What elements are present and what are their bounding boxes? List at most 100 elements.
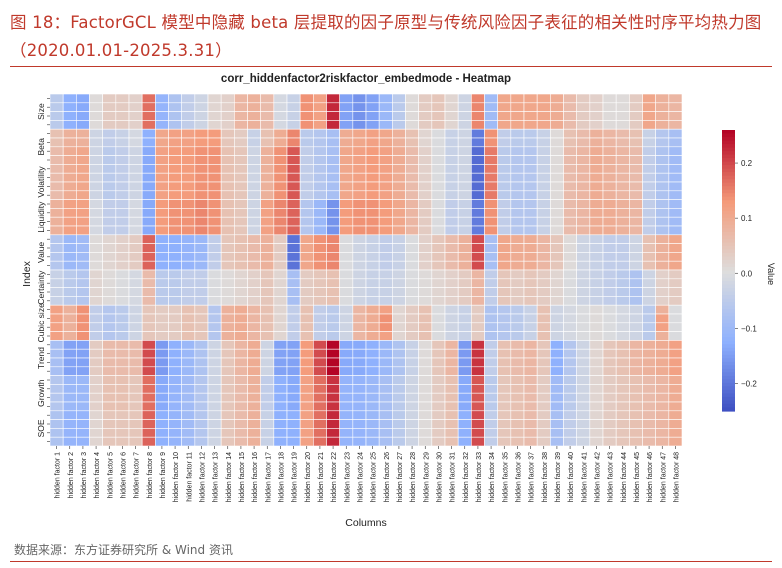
heatmap-cell (668, 252, 683, 262)
heatmap-cell (471, 269, 485, 280)
y-tick-label: Liquidity (36, 201, 46, 233)
heatmap-cell (668, 155, 683, 165)
heatmap-cell (168, 181, 182, 192)
heatmap-cell (523, 243, 538, 253)
heatmap-cell (471, 366, 485, 376)
heatmap-cell (497, 146, 512, 156)
heatmap-cell (405, 419, 419, 429)
heatmap-cell (62, 375, 77, 385)
heatmap-cell (62, 155, 77, 165)
heatmap-cell (405, 199, 419, 209)
heatmap-cell (352, 348, 367, 359)
heatmap-cell (536, 172, 551, 183)
heatmap-cell (484, 401, 498, 412)
heatmap-cell (220, 313, 235, 324)
heatmap-cell (523, 208, 538, 218)
heatmap-cell (510, 410, 525, 420)
heatmap-cell (115, 120, 130, 130)
heatmap-cell (615, 401, 630, 412)
heatmap-cell (313, 375, 327, 385)
heatmap-cell (62, 225, 77, 236)
heatmap-cell (155, 137, 169, 148)
heatmap-cell (141, 340, 156, 350)
heatmap-cell (563, 146, 577, 156)
heatmap-cell (602, 190, 617, 200)
heatmap-cell (550, 155, 564, 165)
heatmap-cell (365, 304, 380, 315)
colorbar-segment (722, 305, 735, 310)
heatmap-cell (668, 260, 683, 271)
heatmap-cell (220, 199, 235, 209)
heatmap-cell (576, 120, 591, 130)
heatmap-cell (128, 287, 143, 297)
heatmap-cell (484, 155, 498, 165)
colorbar-segment (722, 165, 735, 170)
heatmap-cell (378, 252, 393, 262)
colorbar-segment (722, 351, 735, 356)
heatmap-cell (207, 137, 222, 148)
heatmap-cell (405, 102, 419, 112)
heatmap-cell (550, 199, 564, 209)
heatmap-cell (589, 340, 604, 350)
heatmap-cell (155, 384, 169, 394)
heatmap-cell (510, 111, 525, 121)
heatmap-cell (668, 331, 683, 341)
heatmap-cell (339, 392, 354, 403)
heatmap-cell (365, 120, 380, 130)
heatmap-cell (431, 243, 446, 253)
heatmap-cell (510, 287, 525, 297)
heatmap-cell (405, 348, 419, 359)
heatmap-cell (89, 120, 103, 130)
heatmap-cell (444, 428, 459, 438)
heatmap-cell (273, 216, 288, 227)
heatmap-cell (536, 181, 551, 192)
y-tick-label: Size (36, 103, 46, 120)
heatmap-cell (352, 252, 367, 262)
heatmap-cell (234, 392, 248, 403)
heatmap-cell (471, 419, 485, 429)
heatmap-cell (76, 111, 90, 121)
heatmap-cell (128, 243, 143, 253)
heatmap-cell (286, 243, 301, 253)
heatmap-cell (497, 260, 512, 271)
heatmap-cell (181, 366, 196, 376)
heatmap-cell (128, 164, 143, 174)
heatmap-cell (62, 93, 77, 104)
heatmap-cell (234, 278, 248, 288)
heatmap-cell (365, 278, 380, 288)
heatmap-cell (181, 252, 196, 262)
heatmap-cell (141, 348, 156, 359)
heatmap-cell (313, 436, 327, 447)
colorbar-segment (722, 161, 735, 166)
heatmap-cell (444, 296, 459, 306)
heatmap-cell (220, 164, 235, 174)
heatmap-cell (576, 322, 591, 332)
heatmap-cell (141, 93, 156, 104)
heatmap-cell (576, 260, 591, 271)
x-tick-label: hidden factor 18 (278, 452, 285, 502)
heatmap-cell (326, 331, 340, 341)
heatmap-cell (220, 278, 235, 288)
heatmap-cell (128, 146, 143, 156)
heatmap-cell (629, 234, 643, 244)
heatmap-cell (155, 260, 169, 271)
heatmap-cell (89, 340, 103, 350)
heatmap-cell (523, 304, 538, 315)
heatmap-cell (563, 111, 577, 121)
heatmap-cell (418, 287, 433, 297)
heatmap-cell (247, 216, 261, 227)
x-tick-label: hidden factor 46 (647, 452, 654, 502)
heatmap-cell (76, 252, 90, 262)
heatmap-cell (418, 181, 433, 192)
heatmap-cell (49, 322, 64, 332)
heatmap-cell (431, 296, 446, 306)
heatmap-cell (76, 296, 90, 306)
heatmap-cell (102, 313, 117, 324)
heatmap-cell (418, 428, 433, 438)
heatmap-cell (313, 357, 327, 368)
heatmap-cell (497, 287, 512, 297)
heatmap-cell (589, 137, 604, 148)
heatmap-cell (273, 384, 288, 394)
heatmap-cell (194, 243, 209, 253)
heatmap-cell (655, 243, 670, 253)
